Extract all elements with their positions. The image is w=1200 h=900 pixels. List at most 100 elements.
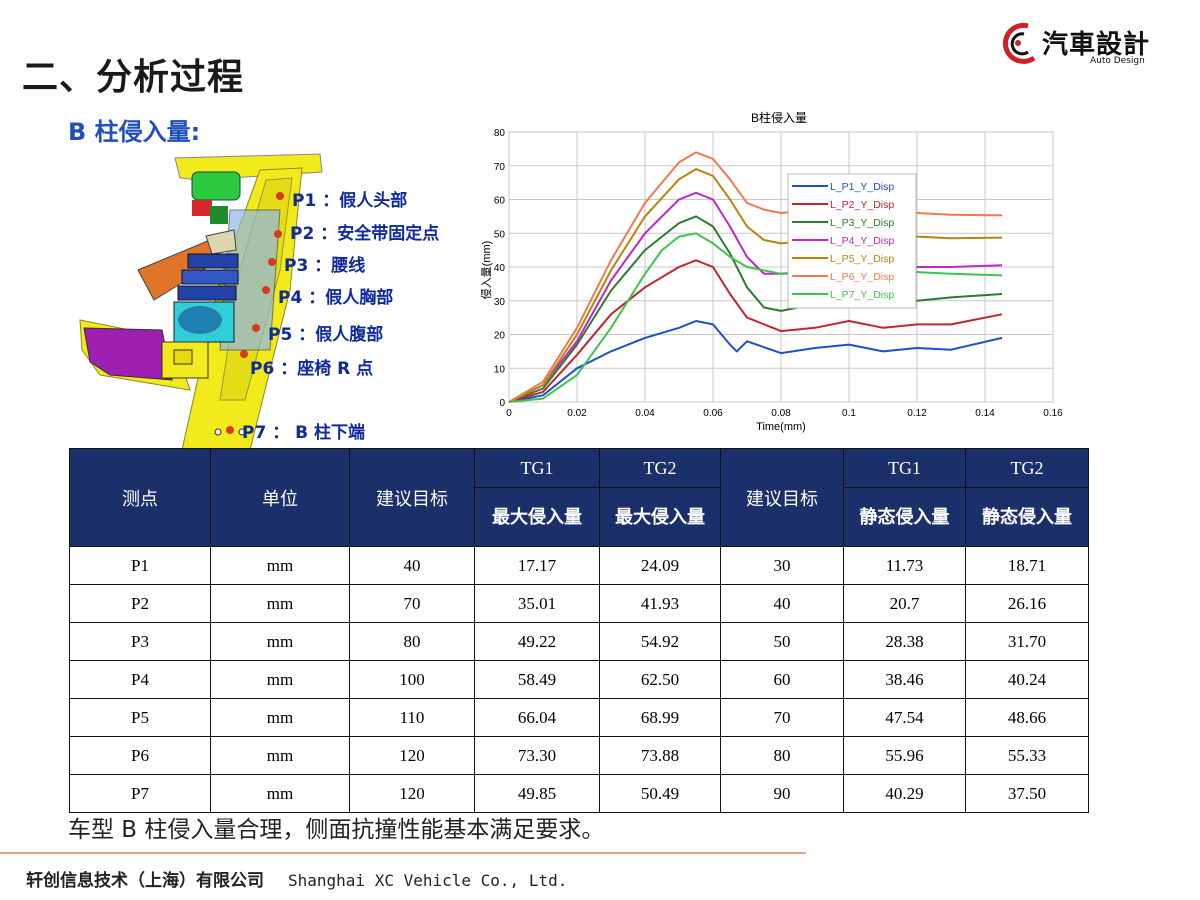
cell-tg1-max: 49.22	[474, 622, 600, 661]
cell-unit: mm	[210, 774, 350, 813]
cell-tg2-static: 37.50	[965, 774, 1089, 813]
cell-tg2-static: 40.24	[965, 660, 1089, 699]
legend-label: L_P5_Y_Disp	[830, 253, 894, 265]
table-row: P5 mm 110 66.04 68.99 70 47.54 48.66	[69, 698, 1089, 737]
y-tick-label: 0	[499, 398, 505, 409]
header-target-static: 建议目标	[720, 448, 844, 547]
cell-target-max: 110	[349, 698, 475, 737]
cell-tg1-max: 17.17	[474, 546, 600, 585]
legend-label: L_P7_Y_Disp	[830, 289, 894, 301]
x-tick-label: 0.02	[567, 408, 587, 419]
table-row: P7 mm 120 49.85 50.49 90 40.29 37.50	[69, 774, 1089, 813]
legend-label: L_P4_Y_Disp	[830, 235, 894, 247]
cell-target-static: 40	[720, 584, 844, 623]
cell-target-static: 70	[720, 698, 844, 737]
cell-tg2-max: 50.49	[599, 774, 721, 813]
cell-target-static: 50	[720, 622, 844, 661]
x-tick-label: 0.1	[842, 408, 856, 419]
point-label-p5: P5 ：假人腹部	[268, 325, 384, 345]
header-static-intrusion-tg1: 静态侵入量	[843, 487, 966, 547]
cell-unit: mm	[210, 584, 350, 623]
table-row: P6 mm 120 73.30 73.88 80 55.96 55.33	[69, 736, 1089, 775]
cell-unit: mm	[210, 660, 350, 699]
brand-logo: 汽車設計 Auto Design	[998, 20, 1168, 68]
cell-tg2-max: 62.50	[599, 660, 721, 699]
cell-tg2-max: 41.93	[599, 584, 721, 623]
cell-tg2-static: 26.16	[965, 584, 1089, 623]
legend-label: L_P2_Y_Disp	[830, 199, 894, 211]
chart-title: B柱侵入量	[751, 110, 807, 125]
series-line-L_P2_Y_Disp	[508, 259, 1003, 403]
cell-tg1-static: 38.46	[843, 660, 966, 699]
table-row: P2 mm 70 35.01 41.93 40 20.7 26.16	[69, 584, 1089, 623]
cell-target-max: 120	[349, 736, 475, 775]
x-tick-label: 0.14	[975, 408, 995, 419]
cell-tg1-static: 28.38	[843, 622, 966, 661]
cell-tg1-static: 47.54	[843, 698, 966, 737]
cell-tg1-max: 66.04	[474, 698, 600, 737]
point-label-p6: P6 ：座椅 R 点	[250, 359, 374, 379]
y-tick-label: 50	[494, 229, 506, 240]
header-tg1-static: TG1	[843, 448, 966, 488]
cell-tg1-max: 58.49	[474, 660, 600, 699]
cell-point: P7	[69, 774, 211, 813]
legend-label: L_P6_Y_Disp	[830, 271, 894, 283]
x-tick-label: 0.16	[1043, 408, 1063, 419]
y-tick-label: 60	[494, 196, 506, 207]
x-tick-label: 0.08	[771, 408, 791, 419]
cell-unit: mm	[210, 698, 350, 737]
y-tick-label: 30	[494, 297, 506, 308]
point-label-p1: P1 ：假人头部	[292, 191, 408, 211]
header-target-max: 建议目标	[349, 448, 475, 547]
footer-company-en: Shanghai XC Vehicle Co., Ltd.	[288, 871, 568, 890]
cell-target-static: 30	[720, 546, 844, 585]
intrusion-line-chart: B柱侵入量 0 0.02 0.04 0.06 0.08 0.1 0.12 0.14 0.16 0 1…	[480, 110, 1063, 433]
table-row: P3 mm 80 49.22 54.92 50 28.38 31.70	[69, 622, 1089, 661]
cell-target-max: 100	[349, 660, 475, 699]
y-tick-label: 20	[494, 331, 506, 342]
point-label-p3: P3 ：腰线	[284, 256, 366, 276]
x-tick-label: 0	[506, 408, 512, 419]
cell-tg2-max: 73.88	[599, 736, 721, 775]
logo-mark-icon	[1003, 22, 1036, 64]
header-tg2-static: TG2	[965, 448, 1089, 488]
x-axis-label: Time(mm)	[756, 421, 806, 433]
y-axis-label: 侵入量(mm)	[480, 241, 493, 300]
table-row: P1 mm 40 17.17 24.09 30 11.73 18.71	[69, 546, 1089, 585]
b-pillar-drawing	[79, 153, 323, 451]
section-label: B 柱侵入量:	[68, 118, 201, 146]
cell-tg1-max: 35.01	[474, 584, 600, 623]
cell-target-max: 80	[349, 622, 475, 661]
cell-tg1-static: 40.29	[843, 774, 966, 813]
cell-tg2-static: 48.66	[965, 698, 1089, 737]
chart-legend: L_P1_Y_Disp L_P2_Y_Disp L_P3_Y_Disp L_P4_Y_…	[787, 173, 917, 309]
header-tg2-max: TG2	[599, 448, 721, 488]
header-max-intrusion-tg2: 最大侵入量	[599, 487, 721, 547]
cell-target-static: 80	[720, 736, 844, 775]
footer-company-cn: 轩创信息技术（上海）有限公司	[26, 871, 264, 891]
cell-point: P5	[69, 698, 211, 737]
cell-tg1-static: 11.73	[843, 546, 966, 585]
cell-tg1-max: 49.85	[474, 774, 600, 813]
cell-tg2-static: 55.33	[965, 736, 1089, 775]
cell-point: P2	[69, 584, 211, 623]
cell-tg1-static: 20.7	[843, 584, 966, 623]
y-tick-label: 40	[494, 263, 506, 274]
cell-tg2-max: 24.09	[599, 546, 721, 585]
page-title: 二、分析过程	[22, 57, 245, 98]
cell-point: P1	[69, 546, 211, 585]
point-label-p2: P2 ：安全带固定点	[290, 224, 440, 244]
y-tick-label: 10	[494, 364, 506, 375]
y-tick-label: 80	[494, 128, 506, 139]
header-unit: 单位	[210, 448, 350, 547]
cell-tg2-static: 31.70	[965, 622, 1089, 661]
legend-label: L_P3_Y_Disp	[830, 217, 894, 229]
cell-target-static: 90	[720, 774, 844, 813]
intrusion-table: 测点 单位 建议目标 TG1 TG2 建议目标 TG1 TG2 最大侵入量 最大…	[69, 448, 1089, 813]
cell-target-max: 70	[349, 584, 475, 623]
cell-tg1-static: 55.96	[843, 736, 966, 775]
footer-divider	[0, 852, 806, 854]
series-line-L_P1_Y_Disp	[508, 320, 1003, 403]
cell-tg2-static: 18.71	[965, 546, 1089, 585]
b-pillar-illustration: P1 ：假人头部 P2 ：安全带固定点 P3 ：腰线 P4 ：假人胸部 P5 ：…	[70, 150, 480, 451]
